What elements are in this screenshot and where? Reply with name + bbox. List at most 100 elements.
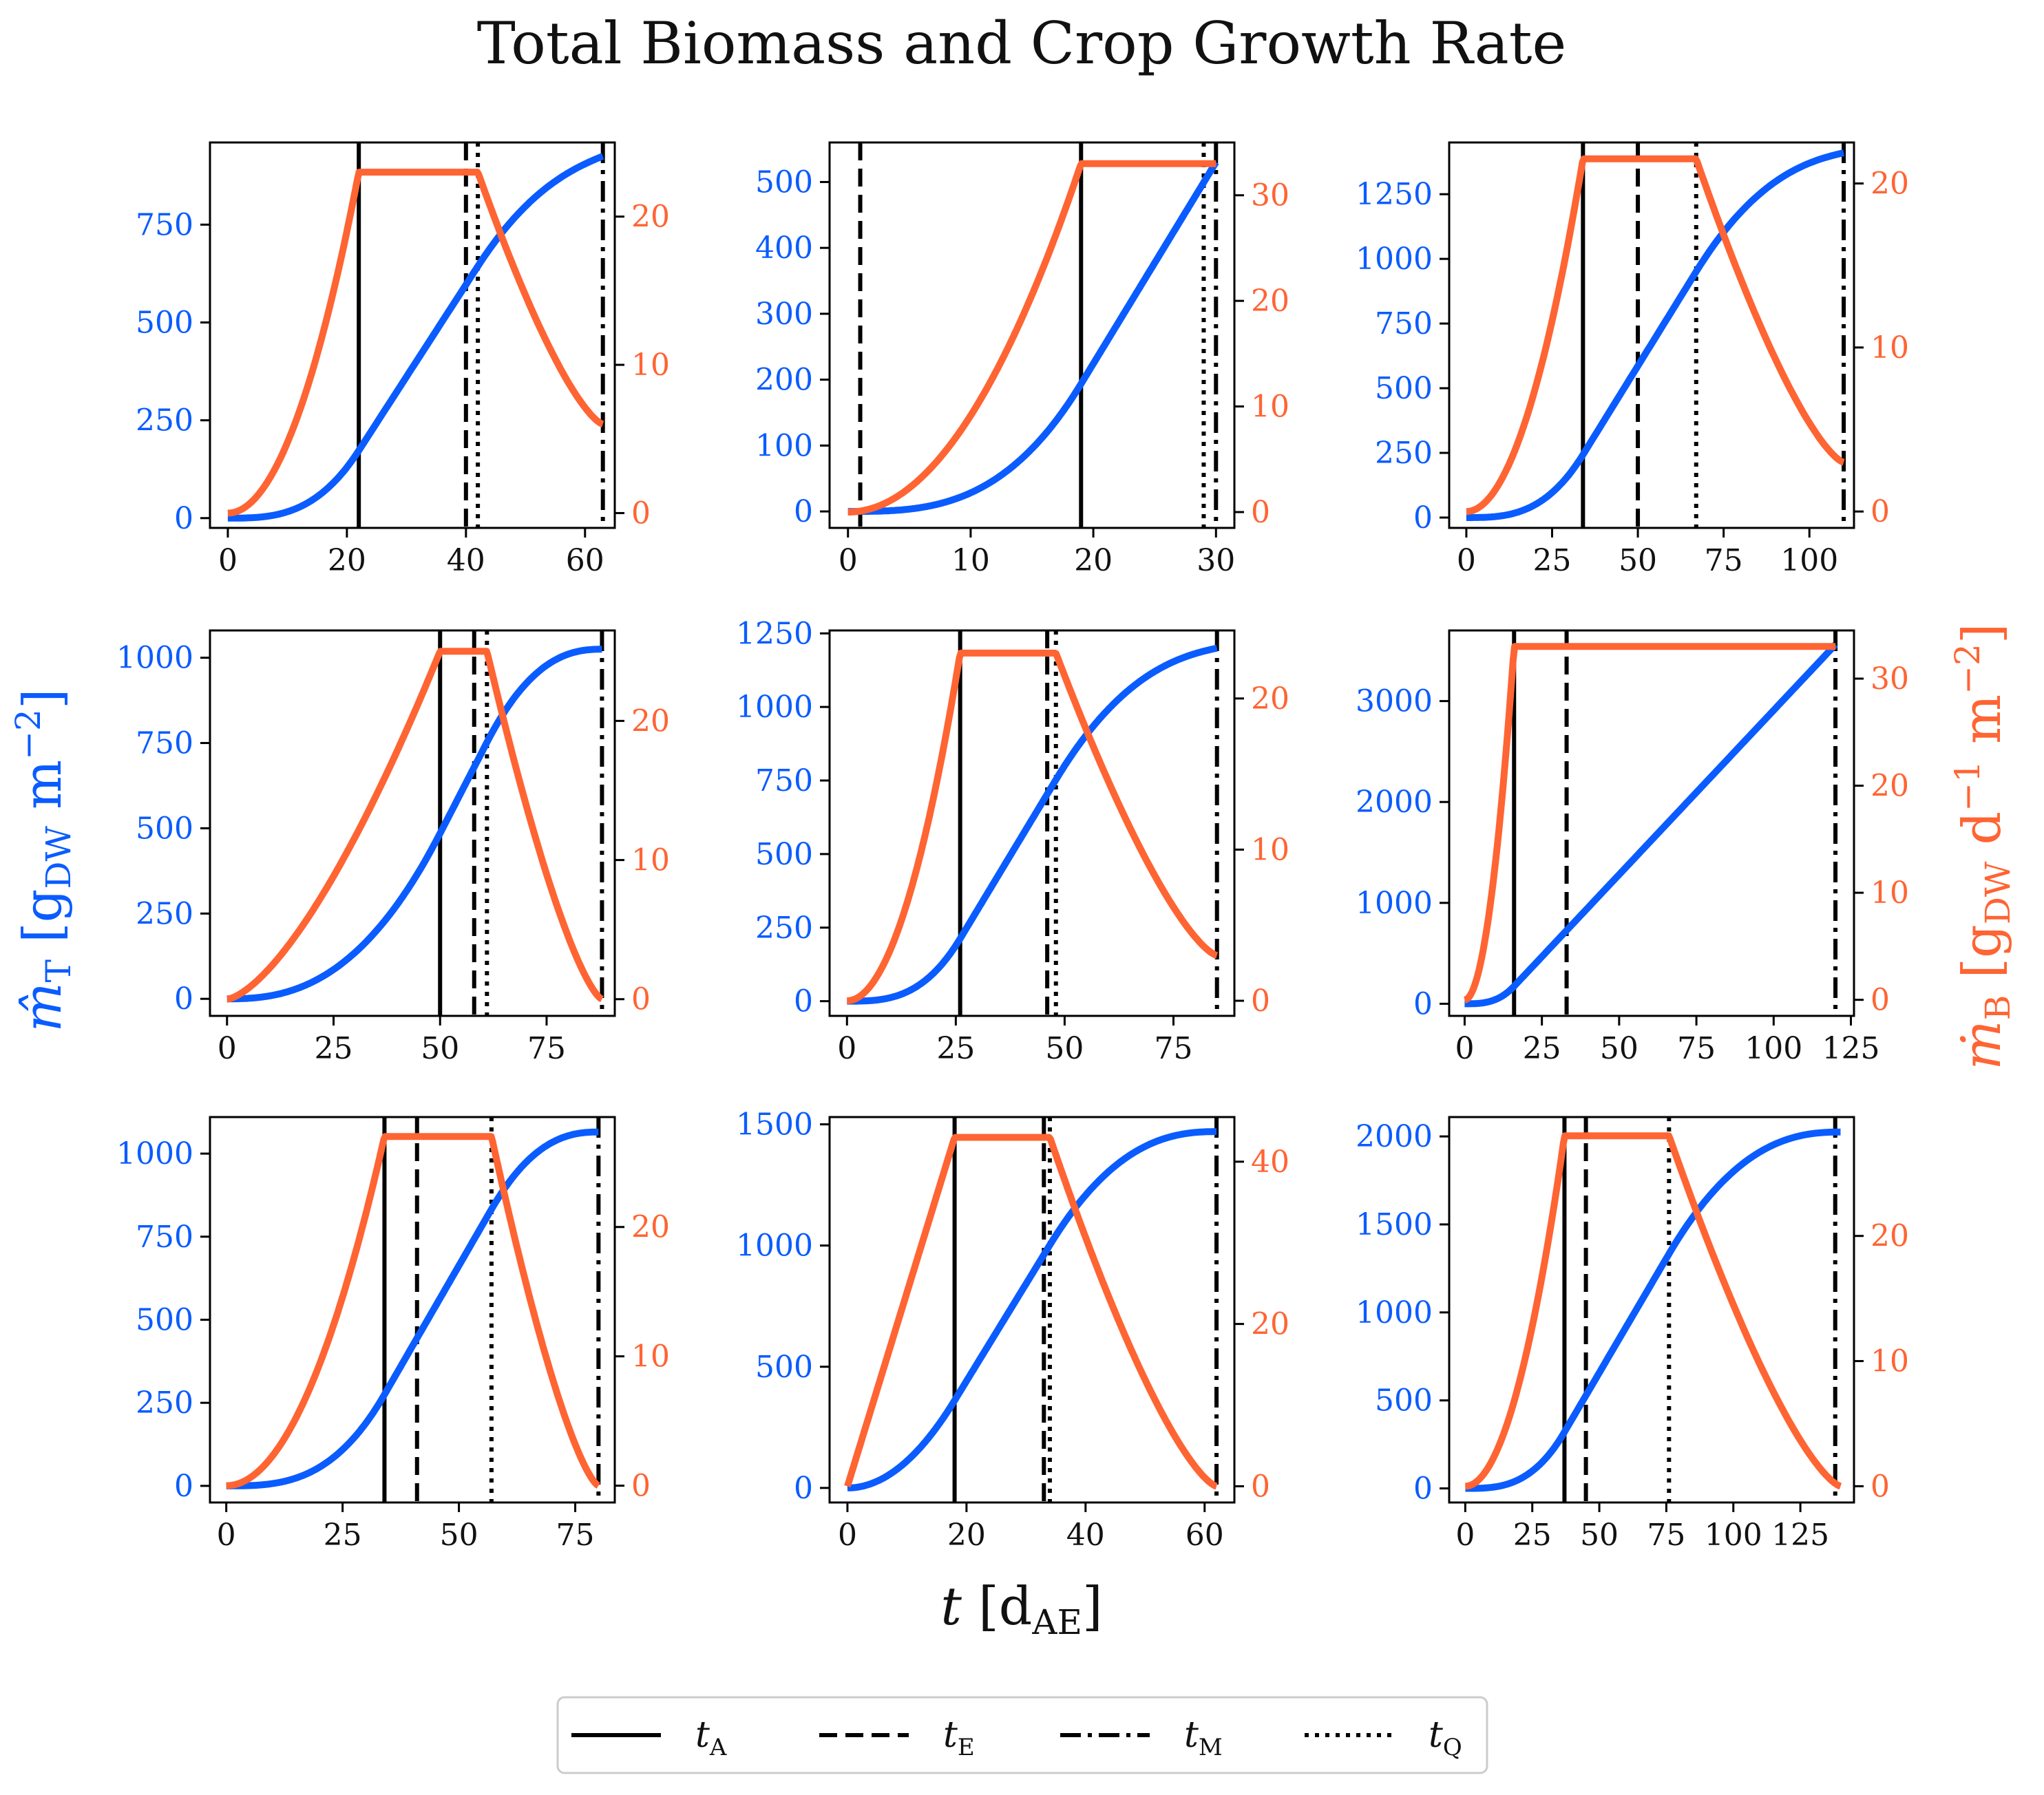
x-axis-label: t [dAE]	[940, 1575, 1102, 1642]
subplot-6: 0 25 50 75 100 125 0 1000 2000 3000 0 10 20 30	[1356, 629, 1909, 1066]
y-tick-label-left: 400	[755, 231, 813, 266]
y-tick-label-left: 750	[136, 1220, 193, 1255]
x-tick-label: 25	[1523, 1031, 1561, 1066]
y-tick-label-left: 1500	[736, 1107, 813, 1143]
x-tick-label: 50	[1600, 1031, 1639, 1066]
series-total-biomass	[1463, 1128, 1843, 1492]
plot-frame	[1448, 629, 1855, 1017]
plot-frame	[828, 1116, 1236, 1504]
y-tick-label-left: 1000	[1356, 242, 1433, 277]
plot-frame	[209, 629, 616, 1017]
y-tick-label-left: 0	[794, 494, 813, 529]
series-total-biomass	[226, 153, 605, 522]
y-tick-label-left: 1500	[1356, 1207, 1433, 1242]
y-tick-label-right: 0	[631, 496, 651, 531]
series-total-biomass	[845, 644, 1219, 1005]
subplot-1: 0 20 40 60 0 250 500 750 0 10 20	[136, 141, 670, 578]
y-tick-label-right: 0	[1871, 1469, 1890, 1504]
series-growth-rate	[226, 169, 605, 517]
x-tick-label: 50	[1619, 543, 1657, 578]
x-tick-label: 25	[1532, 543, 1571, 578]
series-total-biomass	[845, 160, 1219, 516]
y-tick-label-left: 0	[174, 501, 193, 536]
y-tick-label-right: 20	[1251, 284, 1289, 319]
x-tick-label: 125	[1771, 1518, 1829, 1553]
x-tick-label: 30	[1197, 543, 1235, 578]
y-tick-label-right: 20	[631, 703, 670, 739]
plot-frame	[1448, 1116, 1855, 1504]
subplot-9: 0 25 50 75 100 125 0 500 1000 1500 2000 0 10 20	[1356, 1116, 1909, 1553]
y-tick-label-left: 750	[1375, 306, 1433, 341]
y-tick-label-right: 20	[1251, 681, 1289, 716]
y-tick-label-left: 2000	[1356, 785, 1433, 820]
x-tick-label: 100	[1705, 1518, 1762, 1553]
legend-box	[556, 1696, 1488, 1774]
x-tick-label: 50	[1580, 1518, 1619, 1553]
x-tick-label: 20	[947, 1518, 986, 1553]
x-tick-label: 0	[1457, 543, 1476, 578]
y-tick-label-left: 200	[755, 363, 813, 398]
y-tick-label-right: 20	[1871, 1219, 1909, 1254]
series-total-biomass	[224, 646, 604, 1003]
y-tick-label-right: 10	[1251, 390, 1289, 425]
y-tick-label-left: 1250	[1356, 177, 1433, 212]
y-tick-label-left: 500	[755, 1350, 813, 1385]
x-tick-label: 75	[1677, 1031, 1716, 1066]
y-tick-label-left: 1000	[736, 1229, 813, 1264]
chart-title: Total Biomass and Crop Growth Rate	[477, 10, 1566, 77]
x-tick-label: 0	[1455, 1031, 1474, 1066]
legend-label-M: tM	[1184, 1714, 1223, 1761]
y-tick-label-right: 0	[1251, 984, 1270, 1019]
y-tick-label-left: 500	[136, 1302, 193, 1337]
x-tick-label: 0	[837, 1031, 856, 1066]
y-tick-label-left: 1250	[736, 616, 813, 651]
x-tick-label: 75	[1647, 1518, 1685, 1553]
x-tick-label: 75	[1705, 543, 1743, 578]
plot-frame	[828, 141, 1236, 529]
y-tick-label-left: 0	[1413, 1472, 1433, 1507]
plot-frame	[209, 1116, 616, 1504]
x-tick-label: 75	[556, 1518, 595, 1553]
y-tick-label-right: 10	[1871, 1344, 1909, 1379]
x-tick-label: 0	[838, 1518, 857, 1553]
y-tick-label-right: 20	[631, 1210, 670, 1245]
subplot-8: 0 20 40 60 0 500 1000 1500 0 20 40	[736, 1107, 1289, 1553]
series-growth-rate	[1463, 1132, 1843, 1490]
legend: tA tE tM tQ	[556, 1696, 1488, 1774]
y-axis-label-left: m̂T [gDW m−2]	[8, 689, 78, 1032]
y-tick-label-left: 0	[794, 984, 813, 1019]
series-growth-rate	[844, 1134, 1219, 1490]
x-tick-label: 0	[217, 1518, 236, 1553]
series-total-biomass	[1464, 149, 1846, 521]
x-tick-label: 0	[218, 543, 238, 578]
x-tick-label: 20	[1074, 543, 1113, 578]
series-total-biomass	[1462, 642, 1838, 1008]
y-tick-label-right: 10	[1871, 330, 1909, 365]
y-tick-label-left: 0	[1413, 500, 1433, 535]
y-tick-label-right: 0	[1871, 494, 1890, 529]
x-tick-label: 75	[1154, 1031, 1192, 1066]
y-tick-label-right: 10	[1251, 832, 1289, 867]
y-tick-label-right: 30	[1871, 661, 1909, 697]
y-tick-label-left: 0	[174, 1469, 193, 1504]
y-tick-label-left: 100	[755, 428, 813, 463]
y-tick-label-right: 30	[1251, 178, 1289, 213]
x-tick-label: 100	[1745, 1031, 1802, 1066]
y-tick-label-left: 250	[136, 896, 193, 931]
x-tick-label: 50	[1045, 1031, 1084, 1066]
y-tick-label-left: 750	[755, 763, 813, 798]
y-tick-label-right: 0	[631, 1469, 651, 1504]
y-tick-label-right: 0	[1251, 495, 1270, 530]
plot-frame	[828, 629, 1236, 1017]
y-tick-label-right: 0	[1871, 983, 1890, 1018]
x-tick-label: 40	[1066, 1518, 1105, 1553]
x-tick-label: 25	[324, 1518, 362, 1553]
x-tick-label: 25	[936, 1031, 975, 1066]
series-growth-rate	[224, 1133, 601, 1489]
y-tick-label-left: 1000	[1356, 886, 1433, 921]
